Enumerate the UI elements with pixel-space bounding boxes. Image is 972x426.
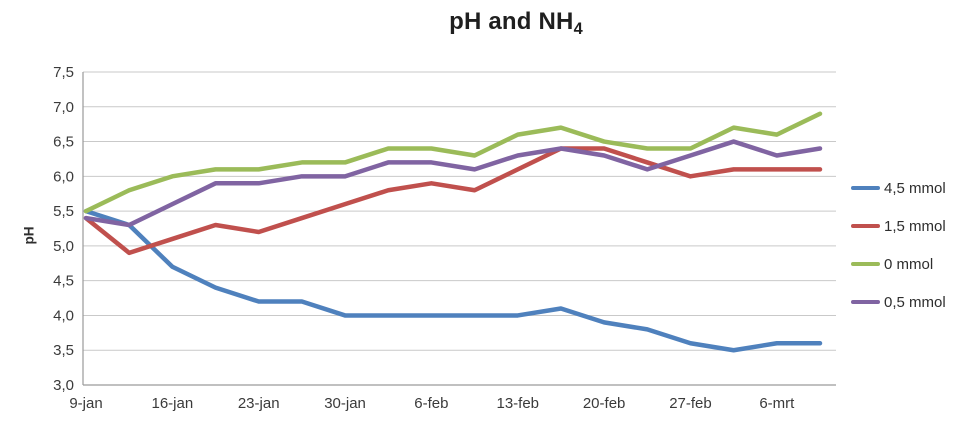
x-tick-label: 27-feb — [669, 395, 712, 412]
y-tick-label: 5,0 — [53, 238, 74, 255]
x-tick-label: 6-feb — [414, 395, 448, 412]
legend-swatch-icon — [851, 224, 880, 228]
series-line-0 — [83, 208, 823, 353]
legend-label: 0,5 mmol — [884, 293, 946, 311]
y-tick-label: 5,5 — [53, 203, 74, 220]
y-tick-label: 6,0 — [53, 168, 74, 185]
legend-swatch-icon — [851, 186, 880, 190]
x-tick-label: 20-feb — [583, 395, 626, 412]
x-tick-label: 6-mrt — [759, 395, 795, 412]
legend-item-3: 0,5 mmol — [851, 290, 946, 314]
legend-swatch-icon — [851, 300, 880, 304]
series-line-2 — [83, 111, 823, 214]
x-tick-label: 9-jan — [69, 395, 102, 412]
legend-label: 4,5 mmol — [884, 179, 946, 197]
chart-title-subscript: 4 — [573, 19, 583, 38]
series-line-3 — [83, 139, 823, 228]
y-tick-label: 6,5 — [53, 134, 74, 151]
legend-label: 0 mmol — [884, 255, 934, 273]
legend-swatch-icon — [851, 262, 880, 266]
y-tick-label: 4,0 — [53, 307, 74, 324]
series-line-1 — [83, 146, 823, 256]
x-tick-label: 30-jan — [324, 395, 366, 412]
x-tick-label: 13-feb — [496, 395, 539, 412]
y-tick-label: 4,5 — [53, 273, 74, 290]
chart-title-main: pH and NH — [449, 8, 574, 35]
y-tick-label: 7,5 — [53, 64, 74, 81]
chart-legend: 4,5 mmol 1,5 mmol 0 mmol 0,5 mmol — [851, 176, 946, 314]
y-tick-label: 3,0 — [53, 377, 74, 394]
legend-item-0: 4,5 mmol — [851, 176, 946, 200]
legend-item-2: 0 mmol — [851, 252, 946, 276]
legend-item-1: 1,5 mmol — [851, 214, 946, 238]
y-tick-label: 3,5 — [53, 342, 74, 359]
legend-label: 1,5 mmol — [884, 217, 946, 235]
chart-title: pH and NH4 — [60, 8, 972, 38]
x-tick-label: 23-jan — [238, 395, 280, 412]
x-tick-label: 16-jan — [152, 395, 194, 412]
y-tick-label: 7,0 — [53, 99, 74, 116]
